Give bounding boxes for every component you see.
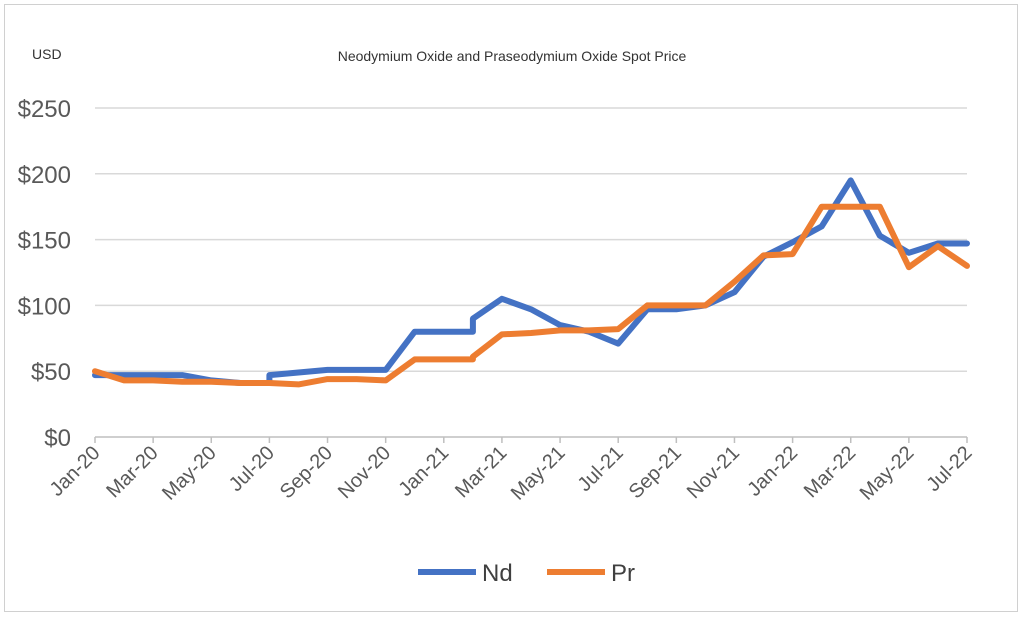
y-tick-label: $0 bbox=[44, 425, 71, 452]
y-tick-label: $50 bbox=[31, 359, 71, 386]
y-tick-label: $250 bbox=[18, 96, 71, 123]
series-lines bbox=[92, 177, 970, 388]
x-tick-label: Jan-22 bbox=[743, 442, 802, 501]
x-tick-label: Jul-21 bbox=[574, 442, 628, 496]
series-line-pr bbox=[92, 203, 970, 388]
chart-title: Neodymium Oxide and Praseodymium Oxide S… bbox=[338, 48, 687, 64]
x-tick-label: May-22 bbox=[856, 442, 919, 505]
x-tick-label: Jul-20 bbox=[225, 442, 279, 496]
x-tick-label: Jul-22 bbox=[922, 442, 976, 496]
x-tick-label: May-21 bbox=[507, 442, 570, 505]
x-tick-label: Mar-20 bbox=[102, 442, 162, 502]
y-axis-tick-labels: $0 $50 $100 $150 $200 $250 bbox=[18, 96, 71, 452]
x-tick-label: May-20 bbox=[158, 442, 221, 505]
chart-frame bbox=[4, 4, 1018, 612]
legend-label-pr: Pr bbox=[611, 560, 635, 587]
y-tick-label: $100 bbox=[18, 293, 71, 320]
x-tick-label: Nov-20 bbox=[334, 442, 395, 503]
x-tick-label: Mar-21 bbox=[451, 442, 511, 502]
x-tick-label: Jan-21 bbox=[395, 442, 454, 501]
y-tick-label: $150 bbox=[18, 228, 71, 255]
x-tick-label: Nov-21 bbox=[683, 442, 744, 503]
gridlines bbox=[95, 107, 967, 438]
y-axis-unit-label: USD bbox=[32, 46, 62, 62]
x-tick-label: Sep-21 bbox=[625, 442, 686, 503]
legend: Nd Pr bbox=[418, 560, 635, 587]
x-tick-label: Mar-22 bbox=[800, 442, 860, 502]
x-tick-label: Sep-20 bbox=[276, 442, 337, 503]
legend-label-nd: Nd bbox=[482, 560, 513, 587]
series-line-nd bbox=[92, 177, 970, 386]
y-tick-label: $200 bbox=[18, 162, 71, 189]
